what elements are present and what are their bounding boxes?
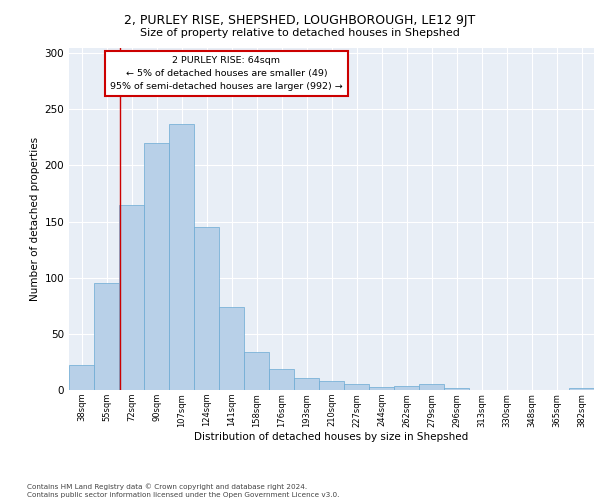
Text: 2 PURLEY RISE: 64sqm
← 5% of detached houses are smaller (49)
95% of semi-detach: 2 PURLEY RISE: 64sqm ← 5% of detached ho… bbox=[110, 56, 343, 92]
Bar bbox=[419, 384, 444, 390]
Bar bbox=[194, 227, 219, 390]
Bar bbox=[94, 284, 119, 390]
Bar bbox=[169, 124, 194, 390]
Bar bbox=[569, 388, 594, 390]
Bar bbox=[69, 366, 94, 390]
Text: Size of property relative to detached houses in Shepshed: Size of property relative to detached ho… bbox=[140, 28, 460, 38]
Bar bbox=[119, 204, 144, 390]
Bar bbox=[319, 381, 344, 390]
Bar bbox=[444, 388, 469, 390]
X-axis label: Distribution of detached houses by size in Shepshed: Distribution of detached houses by size … bbox=[194, 432, 469, 442]
Bar bbox=[344, 384, 369, 390]
Y-axis label: Number of detached properties: Number of detached properties bbox=[30, 136, 40, 301]
Bar bbox=[244, 352, 269, 390]
Bar bbox=[294, 378, 319, 390]
Text: Contains HM Land Registry data © Crown copyright and database right 2024.
Contai: Contains HM Land Registry data © Crown c… bbox=[27, 484, 340, 498]
Bar bbox=[144, 143, 169, 390]
Bar bbox=[369, 386, 394, 390]
Text: 2, PURLEY RISE, SHEPSHED, LOUGHBOROUGH, LE12 9JT: 2, PURLEY RISE, SHEPSHED, LOUGHBOROUGH, … bbox=[124, 14, 476, 27]
Bar bbox=[394, 386, 419, 390]
Bar bbox=[219, 307, 244, 390]
Bar bbox=[269, 368, 294, 390]
